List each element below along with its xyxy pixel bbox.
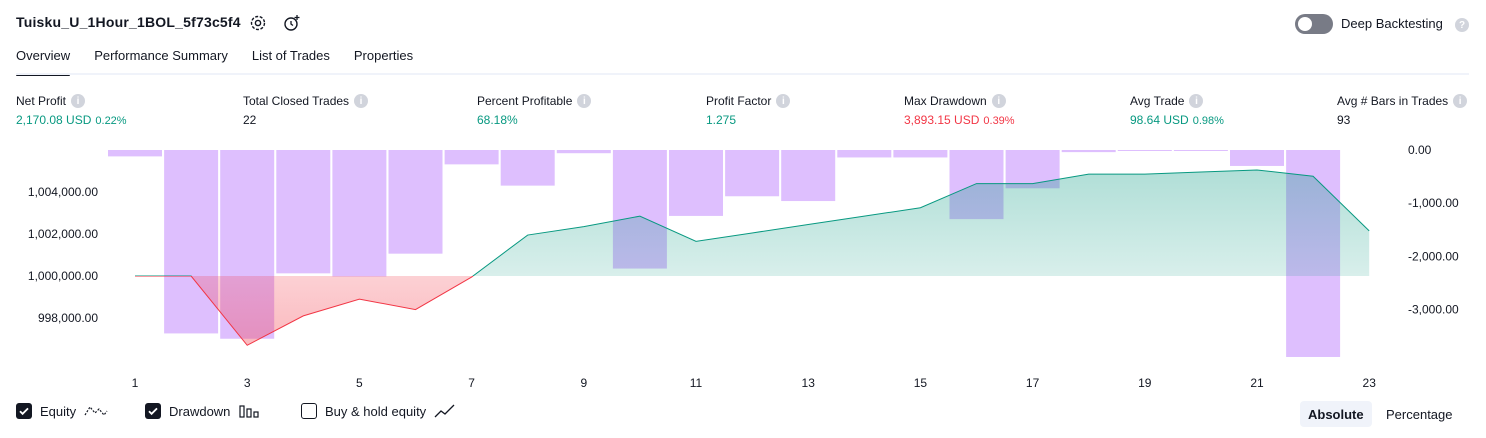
info-icon[interactable]: i xyxy=(577,94,592,108)
x-tick-label: 7 xyxy=(468,376,475,390)
y-left-tick-label: 998,000.00 xyxy=(38,311,98,325)
x-tick-label: 3 xyxy=(244,376,251,390)
equity-line-profit xyxy=(135,169,1370,276)
equity-profit-area xyxy=(135,169,1370,276)
info-icon[interactable]: i xyxy=(71,94,86,108)
drawdown-bar xyxy=(108,150,162,157)
info-icon[interactable]: i xyxy=(1453,94,1468,108)
metric-total-closed-trades: Total Closed Trades i 22 xyxy=(243,94,369,127)
metric-label: Total Closed Trades xyxy=(243,94,350,108)
y-right-tick-label: 0.00 xyxy=(1408,143,1432,157)
x-tick-label: 21 xyxy=(1250,376,1264,390)
x-tick-label: 5 xyxy=(356,376,363,390)
metric-value: 98.64 USD xyxy=(1130,113,1189,127)
tab-list-of-trades[interactable]: List of Trades xyxy=(251,48,330,63)
deep-backtesting-label: Deep Backtesting xyxy=(1341,16,1443,31)
y-right-tick-label: -2,000.00 xyxy=(1408,249,1459,263)
info-icon[interactable]: i xyxy=(1189,94,1204,108)
info-icon[interactable]: i xyxy=(354,94,369,108)
checkbox-checked-icon xyxy=(145,403,161,419)
x-tick-label: 1 xyxy=(132,376,139,390)
metric-percent-profitable: Percent Profitable i 68.18% xyxy=(477,94,592,127)
drawdown-bar xyxy=(1061,150,1116,153)
y-right-tick-label: -3,000.00 xyxy=(1408,302,1459,316)
tab-overview[interactable]: Overview xyxy=(16,48,71,76)
buy-hold-line-icon xyxy=(434,404,455,418)
metric-value: 93 xyxy=(1337,113,1351,127)
toggle-knob xyxy=(1298,17,1312,31)
drawdown-bar xyxy=(893,150,948,158)
equity-line-loss xyxy=(135,276,474,346)
metric-value: 22 xyxy=(243,113,257,127)
tab-divider xyxy=(16,73,1469,75)
drawdown-bar xyxy=(1230,150,1284,166)
checkbox-unchecked-icon xyxy=(301,403,317,419)
metric-label: Percent Profitable xyxy=(477,94,573,108)
metric-max-drawdown: Max Drawdown i 3,893.15 USD 0.39% xyxy=(904,94,1015,127)
settings-gear-icon[interactable] xyxy=(247,12,269,34)
drawdown-bar xyxy=(332,150,387,277)
equity-label: Equity xyxy=(40,403,77,419)
drawdown-bar xyxy=(164,150,219,334)
y-left-tick-label: 1,002,000.00 xyxy=(28,227,98,241)
metric-avg-bars-in-trades: Avg # Bars in Trades i 93 xyxy=(1337,94,1468,127)
y-left-tick-label: 1,000,000.00 xyxy=(28,269,98,283)
x-tick-label: 15 xyxy=(914,376,928,390)
metric-label: Avg Trade xyxy=(1130,94,1185,108)
drawdown-bar xyxy=(1117,150,1172,151)
drawdown-bar xyxy=(500,150,555,186)
drawdown-bar xyxy=(669,150,723,216)
metric-avg-trade: Avg Trade i 98.64 USD 0.98% xyxy=(1130,94,1224,127)
metric-percent: 0.98% xyxy=(1192,115,1224,127)
help-icon[interactable]: ? xyxy=(1455,18,1469,32)
metric-percent: 0.39% xyxy=(983,115,1015,127)
drawdown-bar xyxy=(276,150,331,274)
drawdown-bars-icon xyxy=(239,405,260,418)
metric-value: 68.18% xyxy=(477,113,518,127)
metric-percent: 0.22% xyxy=(95,115,127,127)
y-right-tick-label: -1,000.00 xyxy=(1408,196,1459,210)
y-left-tick-label: 1,004,000.00 xyxy=(28,185,98,199)
x-tick-label: 19 xyxy=(1138,376,1152,390)
drawdown-label: Drawdown xyxy=(169,403,231,419)
buy-hold-equity-checkbox[interactable]: Buy & hold equity xyxy=(301,403,456,419)
x-tick-label: 9 xyxy=(580,376,587,390)
x-tick-label: 23 xyxy=(1363,376,1377,390)
info-icon[interactable]: i xyxy=(991,94,1006,108)
buy-hold-label: Buy & hold equity xyxy=(325,403,427,419)
x-tick-label: 11 xyxy=(690,376,703,390)
drawdown-bar xyxy=(388,150,443,254)
x-tick-label: 17 xyxy=(1026,376,1040,390)
checkbox-checked-icon xyxy=(16,403,32,419)
drawdown-checkbox[interactable]: Drawdown xyxy=(145,403,260,419)
metric-value: 2,170.08 USD xyxy=(16,113,92,127)
equity-checkbox[interactable]: Equity xyxy=(16,403,108,419)
drawdown-bar xyxy=(444,150,499,165)
add-alert-clock-icon[interactable] xyxy=(281,12,303,34)
metric-label: Profit Factor xyxy=(706,94,772,108)
info-icon[interactable]: i xyxy=(776,94,791,108)
percentage-toggle-button[interactable]: Percentage xyxy=(1386,406,1453,422)
drawdown-bar xyxy=(837,150,892,158)
equity-drawdown-chart[interactable]: 1,004,000.00 1,002,000.00 1,000,000.00 998,… xyxy=(0,140,1486,396)
x-tick-label: 13 xyxy=(802,376,816,390)
metric-value: 1.275 xyxy=(706,113,737,127)
drawdown-bar xyxy=(725,150,780,197)
tab-performance-summary[interactable]: Performance Summary xyxy=(94,48,228,63)
drawdown-bar xyxy=(556,150,611,154)
metric-profit-factor: Profit Factor i 1.275 xyxy=(706,94,791,127)
tab-properties[interactable]: Properties xyxy=(353,48,414,63)
metric-net-profit: Net Profit i 2,170.08 USD 0.22% xyxy=(16,94,127,127)
drawdown-bar xyxy=(1173,150,1228,151)
metric-label: Max Drawdown xyxy=(904,94,987,108)
absolute-toggle-button[interactable]: Absolute xyxy=(1300,401,1372,427)
metric-label: Net Profit xyxy=(16,94,67,108)
tab-bar: Overview Performance Summary List of Tra… xyxy=(16,48,414,76)
equity-line-icon xyxy=(84,405,108,416)
deep-backtesting-toggle[interactable] xyxy=(1295,14,1333,34)
drawdown-bar xyxy=(781,150,836,202)
metric-label: Avg # Bars in Trades xyxy=(1337,94,1449,108)
strategy-title: Tuisku_U_1Hour_1BOL_5f73c5f4 xyxy=(16,14,241,30)
metric-value: 3,893.15 USD xyxy=(904,113,980,127)
